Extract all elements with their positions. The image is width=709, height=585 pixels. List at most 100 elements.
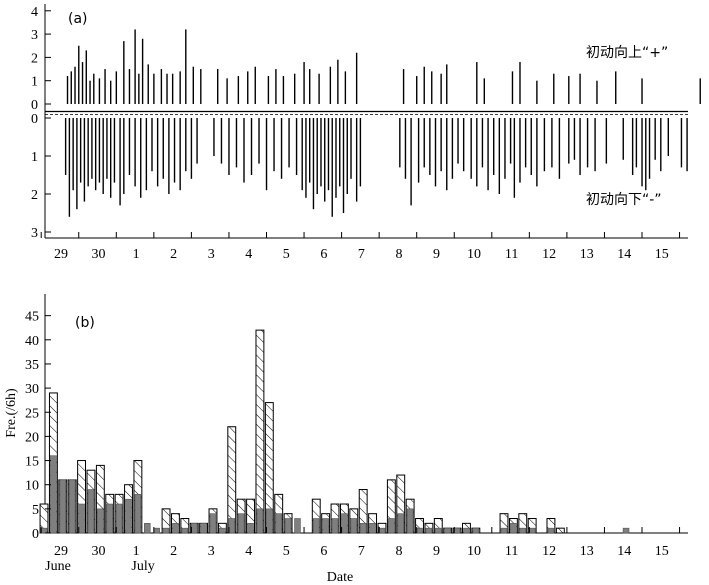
y-tick-label: 3 [31, 28, 38, 43]
x-tick-label: 15 [655, 247, 669, 262]
hatched-bar [555, 527, 565, 534]
solid-bar [425, 527, 433, 534]
solid-bar [406, 508, 414, 534]
panel-a-y-ticks: 0 1 2 3 4 0 1 2 3 [31, 5, 51, 241]
solid-bar [294, 518, 301, 534]
hatched-bar [255, 329, 265, 534]
solid-bar [228, 518, 236, 534]
x-tick-label: 4 [245, 544, 252, 559]
solid-bar [87, 489, 95, 534]
x-tick-label: 9 [433, 544, 440, 559]
solid-bar [247, 523, 254, 534]
panel-b-x-axis-label: Date [327, 570, 353, 585]
x-tick-label: 3 [208, 247, 215, 262]
x-tick-label: 3 [208, 544, 215, 559]
solid-bar [266, 508, 273, 534]
solid-bar [378, 527, 386, 534]
solid-bar [313, 518, 320, 534]
solid-bar [397, 513, 404, 534]
solid-bar [200, 523, 207, 534]
y-tick-label: 0 [32, 527, 39, 542]
solid-bar [444, 527, 451, 534]
x-tick-label: 5 [283, 247, 290, 262]
x-tick-label: 9 [433, 247, 440, 262]
solid-bar [331, 518, 339, 534]
downward-annotation: 初动向下“-” [586, 191, 662, 208]
solid-bar [284, 518, 292, 534]
y-tick-label: 1 [31, 75, 38, 90]
solid-bar [219, 527, 226, 534]
x-tick-label: 4 [245, 247, 252, 262]
y-tick-label: 5 [32, 503, 39, 518]
panel-b-y-axis-label: Fre.(/6h) [4, 388, 19, 438]
x-tick-label: 11 [505, 247, 518, 262]
solid-bar [369, 523, 376, 534]
x-tick-label: 10 [467, 544, 481, 559]
solid-bar [172, 523, 179, 534]
y-tick-label: 2 [31, 188, 38, 203]
y-tick-label: 3 [31, 226, 38, 241]
solid-bar [153, 527, 160, 534]
solid-bar [500, 527, 508, 534]
solid-bar [181, 527, 189, 534]
solid-bar [209, 513, 217, 534]
solid-bar [322, 518, 329, 534]
solid-bar [350, 518, 358, 534]
y-tick-label: 0 [31, 98, 38, 113]
solid-bar [341, 513, 348, 534]
solid-bar [275, 513, 282, 534]
solid-bar [472, 527, 480, 534]
solid-bar [125, 498, 132, 534]
solid-bar [78, 503, 85, 534]
panel-b-y-ticks: 0 5 10 15 20 25 30 35 40 45 [25, 310, 51, 542]
panel-a-x-ticks: 29 30 1 2 3 4 5 6 7 8 9 10 11 12 13 14 15 [40, 232, 681, 262]
solid-bar [97, 508, 104, 534]
solid-bar [162, 527, 170, 534]
panel-a-label: (a) [68, 11, 88, 27]
x-tick-label: 2 [170, 247, 177, 262]
x-tick-label: 12 [542, 247, 556, 262]
x-tick-label: 12 [542, 544, 556, 559]
x-tick-label: 1 [133, 247, 140, 262]
x-tick-label: 10 [467, 247, 481, 262]
solid-bar [435, 527, 442, 534]
x-tick-label: 7 [358, 544, 365, 559]
solid-bar [463, 527, 470, 534]
solid-bar [453, 527, 461, 534]
y-tick-label: 15 [25, 455, 39, 470]
x-tick-label: 11 [505, 544, 518, 559]
x-tick-label: 30 [92, 544, 106, 559]
y-tick-label: 35 [25, 358, 39, 373]
x-tick-label: 29 [54, 544, 68, 559]
solid-bar [59, 479, 67, 534]
solid-bar [622, 527, 630, 534]
hatched-bar [227, 426, 237, 534]
y-tick-label: 1 [31, 150, 38, 165]
x-tick-label: 14 [617, 544, 631, 559]
month-label: July [131, 559, 154, 574]
downward-bars [64, 118, 688, 217]
y-tick-label: 30 [25, 382, 39, 397]
frequency-bars [39, 329, 630, 534]
x-tick-label: 13 [580, 247, 594, 262]
x-tick-label: 1 [133, 544, 140, 559]
x-tick-label: 7 [358, 247, 365, 262]
solid-bar [359, 523, 367, 534]
x-tick-label: 2 [170, 544, 177, 559]
x-tick-label: 14 [617, 247, 631, 262]
x-tick-label: 13 [580, 544, 594, 559]
solid-bar [134, 494, 142, 534]
solid-bar [510, 523, 517, 534]
y-tick-label: 10 [25, 479, 39, 494]
solid-bar [68, 479, 76, 534]
x-tick-label: 29 [54, 247, 68, 262]
solid-bar [50, 455, 57, 534]
x-tick-label: 30 [92, 247, 106, 262]
solid-bar [388, 518, 395, 534]
solid-bar [256, 508, 264, 534]
solid-bar [547, 527, 555, 534]
y-tick-label: 25 [25, 406, 39, 421]
